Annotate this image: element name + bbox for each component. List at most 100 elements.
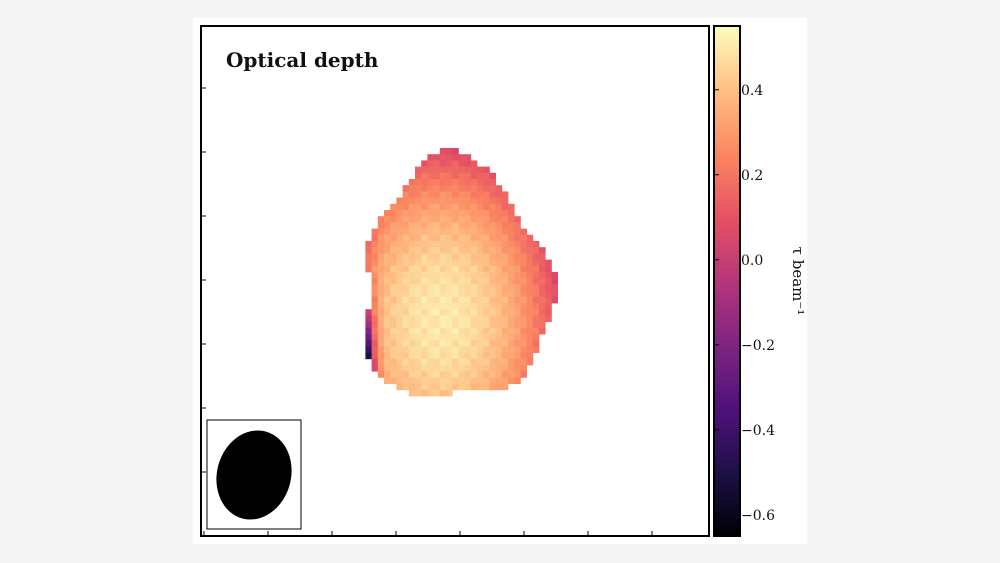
- heatmap-cell: [470, 160, 478, 167]
- heatmap-cell: [483, 234, 490, 242]
- heatmap-cell: [439, 365, 447, 372]
- heatmap-cell: [477, 321, 484, 329]
- heatmap-cell: [545, 265, 552, 273]
- heatmap-cell: [495, 222, 503, 229]
- heatmap-cell: [433, 241, 441, 248]
- heatmap-cell: [439, 265, 447, 273]
- heatmap-cell: [520, 234, 527, 242]
- heatmap-cell: [489, 327, 496, 335]
- heatmap-cell: [514, 259, 521, 267]
- heatmap-cell: [439, 284, 447, 291]
- heatmap-cell: [526, 352, 534, 360]
- heatmap-cell: [427, 315, 434, 322]
- heatmap-cell: [458, 377, 465, 384]
- heatmap-cell: [477, 377, 484, 384]
- heatmap-cell: [390, 284, 397, 291]
- heatmap-cell: [377, 334, 385, 341]
- heatmap-cell: [464, 272, 472, 279]
- heatmap-cell: [477, 234, 484, 242]
- heatmap-cell: [377, 346, 385, 353]
- heatmap-cell: [390, 210, 397, 217]
- heatmap-cell: [446, 358, 453, 366]
- heatmap-cell: [514, 303, 521, 310]
- heatmap-cell: [501, 278, 509, 285]
- heatmap-cell: [365, 259, 372, 267]
- heatmap-cell: [483, 334, 490, 341]
- heatmap-cell: [483, 253, 490, 260]
- heatmap-cell: [402, 371, 410, 378]
- heatmap-cell: [390, 315, 397, 322]
- heatmap-cell: [408, 247, 416, 254]
- heatmap-cell: [371, 278, 379, 285]
- heatmap-cell: [495, 309, 503, 316]
- heatmap-cell: [539, 272, 546, 279]
- heatmap-cell: [421, 383, 428, 391]
- heatmap-cell: [415, 346, 422, 353]
- heatmap-cell: [464, 358, 472, 366]
- heatmap-cell: [446, 172, 453, 180]
- heatmap-cell: [514, 371, 521, 378]
- heatmap-cell: [526, 272, 534, 279]
- heatmap-cell: [514, 216, 521, 223]
- heatmap-cell: [520, 253, 527, 260]
- heatmap-cell: [470, 166, 478, 174]
- heatmap-cell: [433, 377, 441, 384]
- heatmap-cell: [427, 166, 434, 174]
- heatmap-cell: [408, 259, 416, 267]
- heatmap-cell: [470, 346, 478, 353]
- heatmap-cell: [514, 340, 521, 347]
- heatmap-cell: [427, 327, 434, 335]
- heatmap-cell: [384, 371, 391, 378]
- colorbar-tick-label: 0.0: [741, 253, 763, 269]
- heatmap-cell: [514, 334, 521, 341]
- heatmap-cell: [365, 352, 372, 360]
- heatmap-cell: [489, 358, 496, 366]
- heatmap-cell: [514, 309, 521, 316]
- heatmap-cell: [483, 222, 490, 229]
- heatmap-cell: [439, 334, 447, 341]
- heatmap-cell: [452, 191, 459, 198]
- heatmap-cell: [464, 296, 472, 304]
- heatmap-cell: [415, 389, 422, 397]
- heatmap-cell: [508, 234, 515, 242]
- heatmap-cell: [458, 327, 465, 335]
- heatmap-cell: [427, 241, 434, 248]
- heatmap-cell: [384, 340, 391, 347]
- heatmap-cell: [446, 272, 453, 279]
- heatmap-cell: [483, 371, 490, 378]
- heatmap-cell: [483, 321, 490, 329]
- heatmap-cell: [421, 228, 428, 236]
- chart-title: Optical depth: [226, 48, 379, 72]
- heatmap-cell: [390, 358, 397, 366]
- heatmap-cell: [427, 284, 434, 291]
- heatmap-cell: [365, 253, 372, 260]
- heatmap-cell: [514, 265, 521, 273]
- heatmap-cell: [390, 272, 397, 279]
- heatmap-cell: [415, 253, 422, 260]
- heatmap-cell: [458, 154, 465, 161]
- heatmap-cell: [489, 340, 496, 347]
- heatmap-cell: [446, 371, 453, 378]
- heatmap-cell: [371, 272, 379, 279]
- heatmap-cell: [470, 265, 478, 273]
- heatmap-cell: [384, 309, 391, 316]
- heatmap-cell: [477, 259, 484, 267]
- heatmap-cell: [508, 358, 515, 366]
- heatmap-cell: [377, 315, 385, 322]
- heatmap-cell: [408, 358, 416, 366]
- heatmap-cell: [402, 259, 410, 267]
- heatmap-cell: [446, 377, 453, 384]
- heatmap-cell: [427, 334, 434, 341]
- heatmap-cell: [377, 272, 385, 279]
- heatmap-cell: [421, 191, 428, 198]
- heatmap-cell: [415, 327, 422, 335]
- heatmap-cell: [452, 166, 459, 174]
- heatmap-cell: [495, 284, 503, 291]
- heatmap-cell: [508, 210, 515, 217]
- heatmap-cell: [421, 321, 428, 329]
- figure: Optical depth 0.4 0.2 0.0 −0.2 −0.4 −0.6 τ be…: [193, 18, 807, 544]
- image-frame: [200, 25, 710, 537]
- heatmap-cell: [377, 284, 385, 291]
- heatmap-cell: [508, 321, 515, 329]
- heatmap-cell: [526, 334, 534, 341]
